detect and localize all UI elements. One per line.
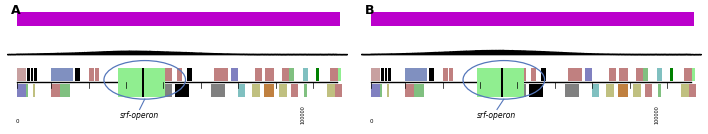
Bar bbox=[17, 84, 25, 97]
Bar bbox=[680, 84, 689, 97]
Bar bbox=[263, 84, 274, 97]
Bar bbox=[586, 68, 592, 81]
Bar bbox=[59, 84, 70, 97]
Bar bbox=[164, 84, 172, 97]
Bar bbox=[215, 68, 223, 81]
Bar bbox=[575, 68, 582, 81]
Bar bbox=[252, 84, 261, 97]
Bar bbox=[501, 68, 503, 97]
Bar bbox=[338, 68, 341, 81]
Bar bbox=[326, 84, 335, 97]
Bar bbox=[405, 84, 419, 97]
Bar bbox=[330, 68, 338, 81]
Bar bbox=[282, 68, 291, 81]
Bar bbox=[476, 68, 524, 97]
Bar bbox=[221, 68, 228, 81]
Bar bbox=[255, 68, 262, 81]
Bar bbox=[592, 84, 599, 97]
Bar bbox=[531, 68, 536, 81]
Bar bbox=[569, 68, 577, 81]
Bar bbox=[65, 68, 74, 81]
Bar bbox=[636, 68, 645, 81]
Bar bbox=[28, 68, 30, 81]
Bar bbox=[518, 84, 526, 97]
Bar bbox=[689, 84, 696, 97]
Bar bbox=[279, 84, 287, 97]
Text: srf-operon: srf-operon bbox=[477, 111, 517, 120]
Bar bbox=[692, 68, 695, 81]
Bar bbox=[405, 68, 419, 81]
Bar bbox=[291, 84, 297, 97]
Bar bbox=[316, 68, 319, 81]
Bar bbox=[371, 68, 379, 81]
Bar bbox=[51, 84, 65, 97]
Bar bbox=[142, 68, 144, 97]
Bar bbox=[17, 12, 340, 26]
Bar bbox=[382, 68, 384, 81]
Bar bbox=[371, 84, 379, 97]
Bar bbox=[385, 68, 387, 81]
Text: 0: 0 bbox=[370, 119, 373, 124]
Bar bbox=[620, 68, 628, 81]
Bar bbox=[429, 68, 434, 81]
Bar bbox=[164, 68, 172, 81]
Bar bbox=[371, 12, 694, 26]
Bar bbox=[211, 84, 224, 97]
Bar bbox=[31, 68, 33, 81]
Bar bbox=[442, 68, 447, 81]
Bar bbox=[684, 68, 692, 81]
Bar bbox=[33, 84, 35, 97]
Bar bbox=[187, 68, 193, 81]
Bar bbox=[34, 68, 37, 81]
Bar bbox=[419, 68, 428, 81]
Bar bbox=[643, 68, 649, 81]
Bar bbox=[388, 68, 391, 81]
Bar bbox=[51, 68, 65, 81]
Bar bbox=[289, 68, 295, 81]
Bar bbox=[232, 68, 238, 81]
Bar bbox=[565, 84, 578, 97]
Text: 100000: 100000 bbox=[654, 105, 659, 124]
Bar bbox=[118, 68, 165, 97]
Bar bbox=[176, 84, 189, 97]
Bar bbox=[177, 68, 182, 81]
Bar bbox=[450, 68, 453, 81]
Bar bbox=[617, 84, 628, 97]
Text: 0: 0 bbox=[16, 119, 19, 124]
Text: B: B bbox=[365, 4, 374, 17]
Bar bbox=[645, 84, 651, 97]
Bar bbox=[633, 84, 641, 97]
Text: A: A bbox=[11, 4, 20, 17]
Bar bbox=[609, 68, 616, 81]
Bar bbox=[25, 84, 28, 97]
Bar bbox=[17, 68, 25, 81]
Bar bbox=[75, 68, 80, 81]
Bar bbox=[266, 68, 274, 81]
Text: 100000: 100000 bbox=[300, 105, 305, 124]
Bar bbox=[541, 68, 547, 81]
Bar bbox=[387, 84, 389, 97]
Bar bbox=[304, 84, 307, 97]
Bar bbox=[379, 84, 382, 97]
Bar bbox=[657, 68, 662, 81]
Bar bbox=[518, 68, 526, 81]
Bar bbox=[88, 68, 93, 81]
Bar bbox=[606, 84, 615, 97]
Bar bbox=[658, 84, 661, 97]
Bar bbox=[238, 84, 245, 97]
Bar bbox=[96, 68, 99, 81]
Bar bbox=[530, 84, 543, 97]
Text: srf-operon: srf-operon bbox=[120, 111, 159, 120]
Bar bbox=[670, 68, 673, 81]
Bar bbox=[335, 84, 342, 97]
Bar bbox=[303, 68, 308, 81]
Bar bbox=[413, 84, 424, 97]
